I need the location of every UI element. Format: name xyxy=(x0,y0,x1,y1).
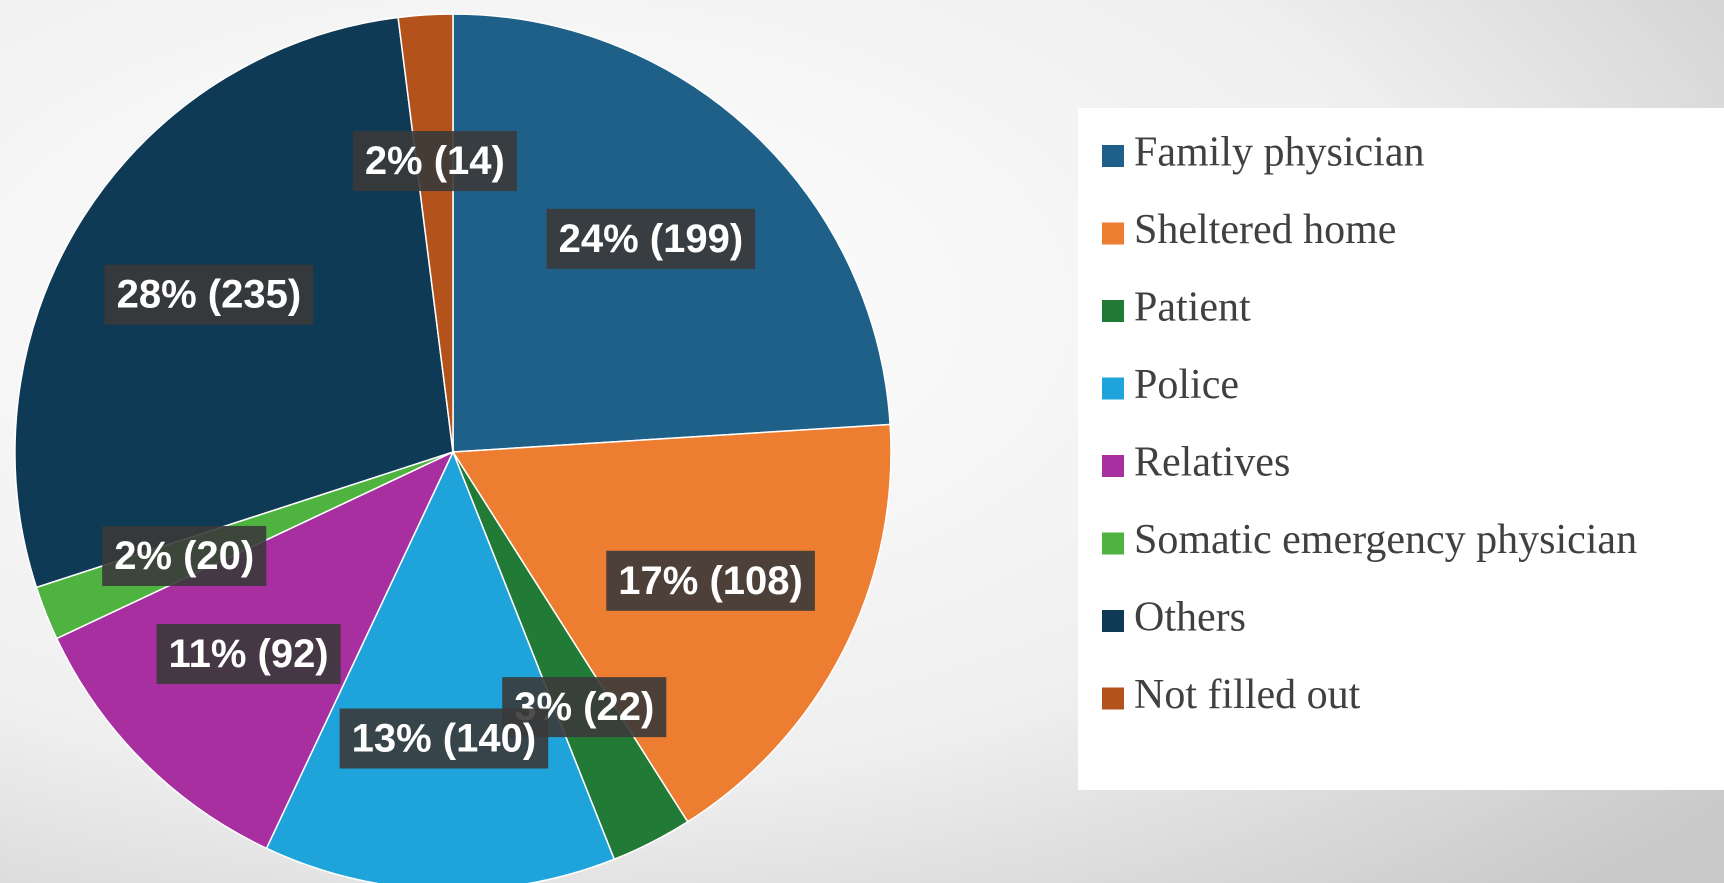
legend-label: Not filled out xyxy=(1134,672,1361,718)
legend-label: Family physician xyxy=(1134,130,1424,176)
legend-marker xyxy=(1102,222,1124,245)
data-label-box xyxy=(606,550,815,611)
data-label: 13% (140) xyxy=(352,716,537,760)
legend-marker xyxy=(1102,377,1124,400)
legend-marker xyxy=(1102,455,1124,477)
data-label-box xyxy=(352,131,517,192)
legend-marker xyxy=(1102,145,1124,167)
legend-marker xyxy=(1102,610,1124,632)
data-label: 24% (199) xyxy=(559,217,744,261)
legend-marker xyxy=(1102,532,1124,555)
legend-label: Others xyxy=(1134,595,1246,641)
data-label-box xyxy=(104,264,314,325)
pie-slice xyxy=(451,423,892,823)
pie-slice xyxy=(397,13,454,453)
pie-slice xyxy=(265,450,616,883)
legend-label: Sheltered home xyxy=(1134,207,1396,253)
data-label: 28% (235) xyxy=(117,273,302,317)
data-label-box xyxy=(339,708,549,769)
data-label: 11% (92) xyxy=(169,632,329,676)
legend-marker xyxy=(1102,300,1124,322)
data-label: 2% (20) xyxy=(114,534,254,578)
legend-label: Patient xyxy=(1134,285,1251,331)
legend-label: Police xyxy=(1134,362,1239,408)
legend-box xyxy=(1078,108,1724,790)
legend-marker xyxy=(1102,687,1124,710)
data-label-box xyxy=(102,525,267,586)
legend-label: Relatives xyxy=(1134,440,1290,486)
legend-label: Somatic emergency physician xyxy=(1134,517,1637,563)
data-label-box xyxy=(156,623,341,684)
data-label-box xyxy=(546,208,756,269)
data-label: 17% (108) xyxy=(618,559,803,603)
data-label: 2% (14) xyxy=(365,139,505,183)
